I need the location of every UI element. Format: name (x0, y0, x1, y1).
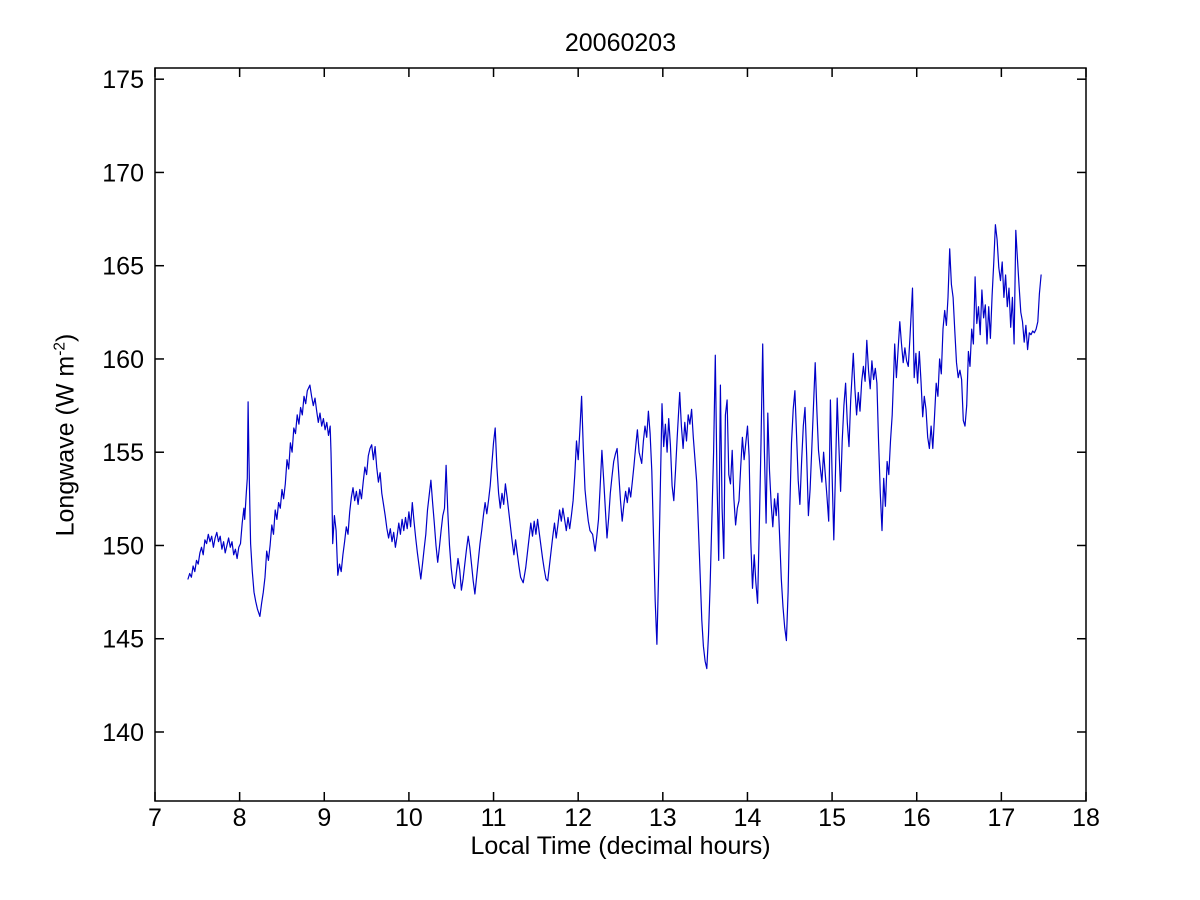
x-tick-label: 10 (395, 804, 423, 832)
x-tick-label: 18 (1072, 804, 1100, 832)
y-axis-label: Longwave (W m-2) (51, 334, 80, 537)
x-tick-label: 17 (987, 804, 1015, 832)
y-tick-label: 145 (102, 626, 144, 654)
y-tick-label: 140 (102, 719, 144, 747)
y-tick-label: 170 (102, 159, 144, 187)
x-tick-label: 8 (233, 804, 247, 832)
longwave-series-line (187, 224, 1042, 670)
x-tick-label: 11 (481, 804, 507, 832)
x-tick-label: 12 (564, 804, 592, 832)
x-tick-label: 7 (148, 804, 162, 832)
x-tick-label: 9 (317, 804, 331, 832)
y-tick-label: 160 (102, 346, 144, 374)
x-tick-label: 15 (818, 804, 846, 832)
x-tick-label: 14 (734, 804, 762, 832)
x-tick-label: 16 (903, 804, 931, 832)
x-tick-label: 13 (649, 804, 677, 832)
y-axis-label-text: Longwave (W m (51, 355, 80, 537)
y-tick-label: 165 (102, 253, 144, 281)
chart-title: 20060203 (564, 29, 677, 57)
y-tick-label: 150 (102, 532, 144, 560)
axes-box (154, 67, 1087, 802)
y-axis-label-superscript: -2 (51, 341, 69, 356)
x-axis-label: Local Time (decimal hours) (470, 832, 771, 860)
y-tick-label: 175 (102, 66, 144, 94)
y-axis-label-suffix: ) (51, 333, 80, 342)
y-tick-label: 155 (102, 439, 144, 467)
